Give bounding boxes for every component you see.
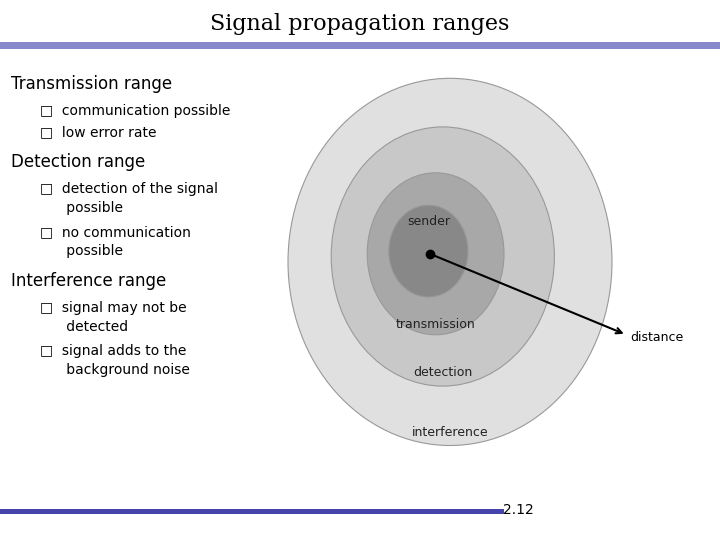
Text: interference: interference	[412, 426, 488, 438]
Text: □  signal adds to the: □ signal adds to the	[40, 344, 186, 358]
Text: detected: detected	[40, 320, 127, 334]
Ellipse shape	[389, 205, 468, 297]
Text: Interference range: Interference range	[11, 272, 166, 290]
Text: distance: distance	[630, 331, 683, 344]
FancyBboxPatch shape	[0, 509, 504, 514]
FancyBboxPatch shape	[0, 42, 720, 49]
Text: transmission: transmission	[396, 318, 475, 330]
Text: □  communication possible: □ communication possible	[40, 104, 230, 118]
Text: □  low error rate: □ low error rate	[40, 125, 156, 139]
Ellipse shape	[367, 173, 504, 335]
Text: Transmission range: Transmission range	[11, 75, 172, 93]
Text: □  detection of the signal: □ detection of the signal	[40, 182, 217, 196]
Ellipse shape	[331, 127, 554, 386]
Text: Signal propagation ranges: Signal propagation ranges	[210, 14, 510, 35]
Text: background noise: background noise	[40, 363, 189, 377]
Text: possible: possible	[40, 201, 122, 215]
Text: □  signal may not be: □ signal may not be	[40, 301, 186, 315]
Text: □  no communication: □ no communication	[40, 225, 191, 239]
Text: detection: detection	[413, 366, 472, 379]
Text: 2.12: 2.12	[503, 503, 534, 517]
Text: possible: possible	[40, 244, 122, 258]
Text: Detection range: Detection range	[11, 153, 145, 171]
Ellipse shape	[288, 78, 612, 446]
Text: sender: sender	[407, 215, 450, 228]
